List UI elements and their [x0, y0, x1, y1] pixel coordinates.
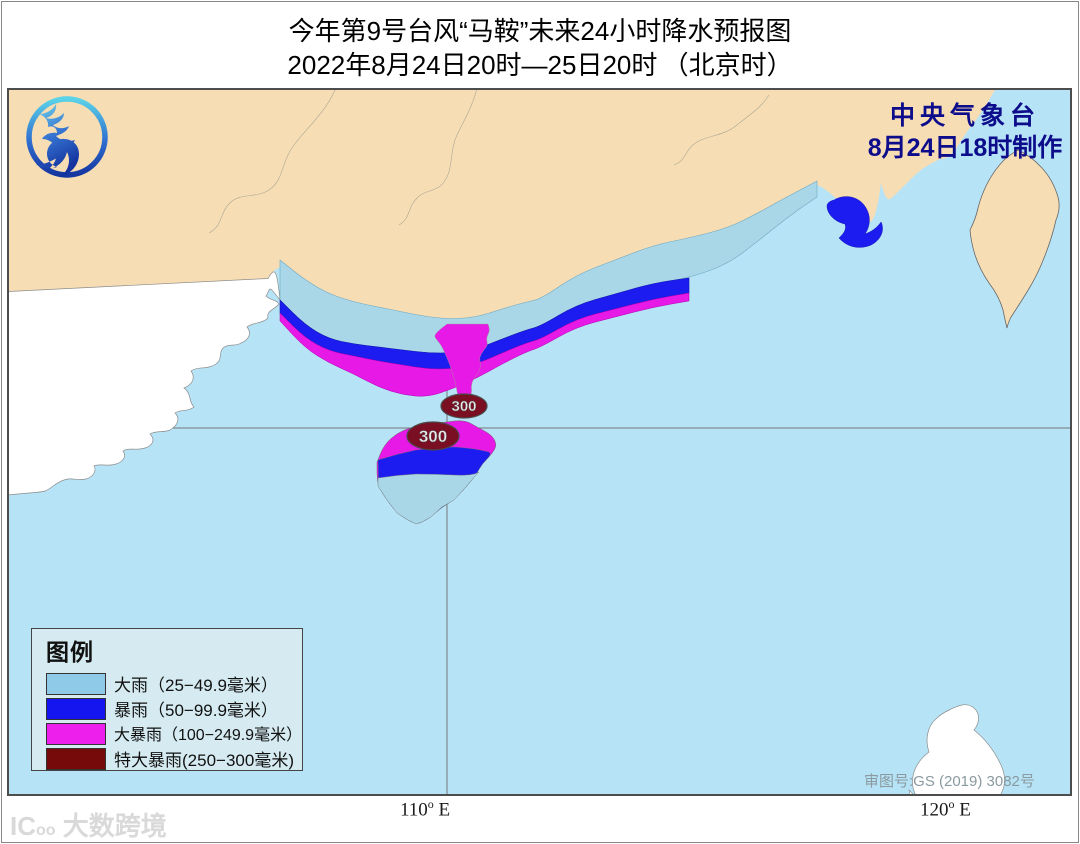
svg-text:审图号:GS (2019) 3082号: 审图号:GS (2019) 3082号: [864, 773, 1035, 790]
svg-text:300: 300: [451, 398, 476, 415]
svg-text:300: 300: [419, 427, 447, 446]
